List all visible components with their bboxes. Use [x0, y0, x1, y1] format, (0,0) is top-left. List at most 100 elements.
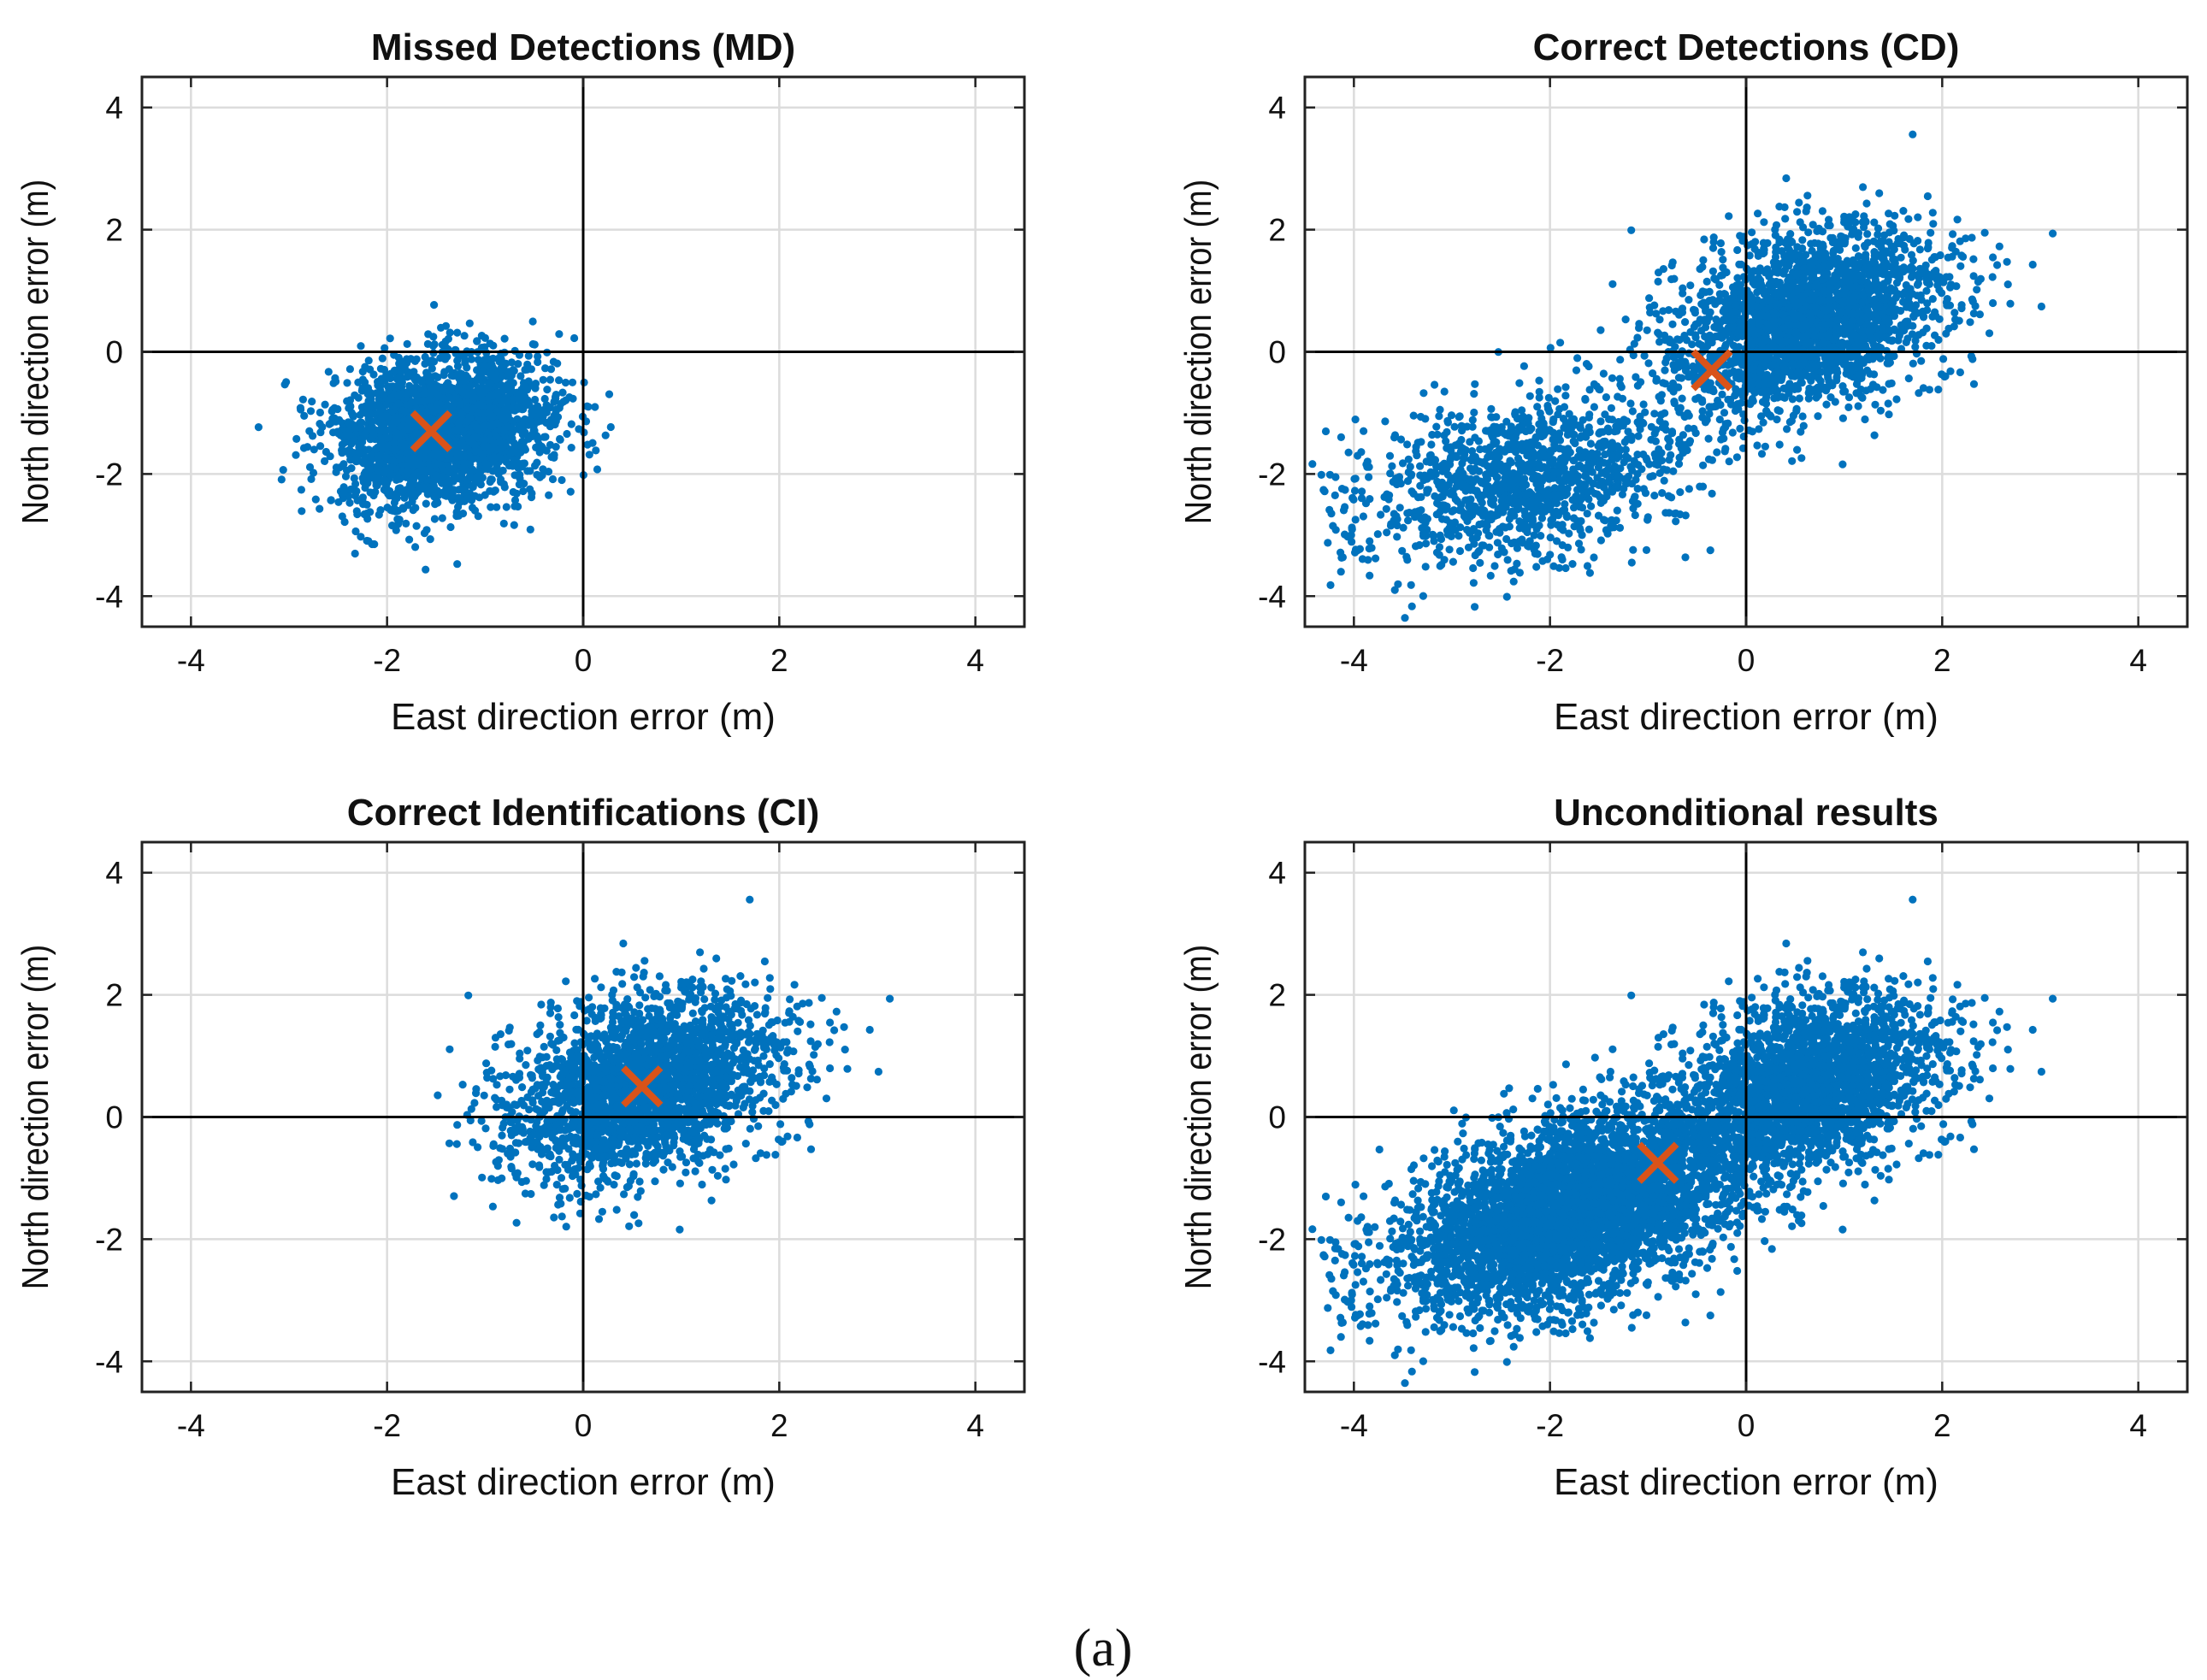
data-point — [1907, 273, 1916, 281]
data-point — [1837, 353, 1845, 362]
data-point — [1809, 371, 1817, 380]
data-point — [548, 475, 558, 484]
data-point — [1932, 267, 1940, 275]
data-point — [1708, 296, 1717, 304]
data-point — [493, 503, 501, 511]
data-point — [512, 489, 521, 498]
data-point — [539, 375, 547, 384]
data-point — [1778, 340, 1786, 349]
data-point — [382, 400, 391, 410]
data-point — [1760, 245, 1768, 253]
data-point — [1712, 315, 1720, 324]
data-point — [1786, 230, 1795, 239]
data-point — [446, 455, 455, 463]
data-point — [374, 467, 382, 475]
data-point — [1681, 318, 1690, 327]
data-point — [499, 466, 507, 475]
data-point — [1851, 244, 1860, 252]
data-point — [279, 466, 287, 475]
data-point — [308, 398, 316, 406]
data-point — [1793, 445, 1802, 454]
data-point — [1769, 316, 1779, 325]
series-1 — [254, 301, 615, 574]
data-point — [1804, 394, 1813, 403]
data-point — [1715, 324, 1724, 333]
data-point — [1596, 417, 1605, 426]
data-point — [427, 468, 435, 476]
data-point — [1798, 412, 1807, 421]
data-point — [345, 498, 354, 507]
data-point — [1672, 517, 1680, 526]
data-point — [1826, 233, 1835, 242]
data-point — [1878, 254, 1886, 262]
series-2 — [1308, 339, 1767, 622]
data-point — [1757, 412, 1766, 421]
data-point — [1726, 317, 1734, 326]
data-point — [1920, 312, 1928, 321]
data-point — [446, 522, 455, 532]
data-point — [1882, 292, 1891, 300]
data-point — [1728, 428, 1737, 437]
data-point — [1699, 256, 1708, 264]
data-point — [1814, 391, 1823, 400]
data-point — [1702, 277, 1711, 286]
data-point — [591, 403, 599, 411]
data-point — [1804, 268, 1813, 276]
data-point — [364, 357, 373, 365]
data-point — [452, 511, 461, 521]
data-point — [1670, 352, 1679, 361]
data-point — [1877, 285, 1885, 293]
data-point — [328, 407, 336, 416]
data-point — [1844, 393, 1854, 402]
data-point — [551, 420, 559, 429]
data-point — [1782, 262, 1791, 270]
data-point — [383, 372, 392, 380]
data-point — [1864, 284, 1873, 292]
data-point — [1772, 221, 1781, 229]
data-point — [1654, 277, 1662, 286]
data-point — [380, 365, 389, 374]
data-point — [1704, 335, 1713, 344]
data-point — [1760, 218, 1768, 227]
data-point — [436, 323, 446, 332]
data-point — [426, 535, 434, 544]
data-point — [357, 533, 365, 541]
data-point — [381, 476, 389, 485]
data-point — [556, 435, 564, 444]
data-point — [1765, 280, 1773, 289]
data-point — [378, 354, 387, 363]
data-point — [1719, 307, 1727, 315]
data-point — [1696, 265, 1704, 274]
data-point — [357, 342, 365, 351]
data-point — [1844, 403, 1853, 411]
data-point — [427, 439, 436, 448]
data-point — [1874, 316, 1882, 325]
data-point — [1909, 130, 1917, 139]
x-tick-label: -4 — [177, 643, 205, 678]
data-point — [1766, 269, 1774, 279]
data-point — [1874, 224, 1883, 233]
data-point — [346, 456, 355, 464]
data-point — [1779, 323, 1788, 332]
data-point — [550, 453, 558, 463]
data-point — [1736, 232, 1744, 240]
data-point — [1728, 283, 1738, 292]
data-point — [338, 449, 346, 457]
data-point — [1802, 207, 1810, 215]
data-point — [299, 444, 309, 452]
data-point — [1857, 327, 1866, 336]
data-point — [534, 402, 542, 410]
data-point — [357, 386, 366, 395]
data-point — [1980, 228, 1989, 237]
data-point — [468, 504, 477, 512]
data-point — [429, 357, 439, 366]
data-point — [1988, 273, 1997, 281]
data-point — [361, 378, 369, 386]
data-point — [1854, 233, 1862, 241]
data-point — [1829, 246, 1838, 255]
series-1 — [1596, 130, 2057, 469]
data-point — [1840, 239, 1849, 248]
data-point — [1854, 252, 1863, 261]
data-point — [569, 394, 577, 403]
